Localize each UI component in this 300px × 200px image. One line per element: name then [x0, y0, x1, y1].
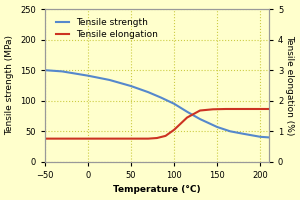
Tensile elongation: [185, 116, 189, 119]
Tensile elongation: [198, 109, 202, 112]
Tensile elongation: [64, 137, 68, 140]
Tensile elongation: [241, 108, 245, 110]
Y-axis label: Tensile strength (MPa): Tensile strength (MPa): [6, 35, 15, 135]
Line: Tensile strength: Tensile strength: [45, 70, 269, 137]
Tensile elongation: [155, 137, 159, 139]
Tensile elongation: [43, 137, 47, 140]
Tensile strength: [60, 70, 64, 73]
Tensile strength: [159, 96, 163, 99]
Tensile elongation: [259, 108, 262, 110]
Y-axis label: Tensile elongation (%): Tensile elongation (%): [285, 35, 294, 136]
Tensile elongation: [211, 108, 215, 110]
Tensile elongation: [267, 108, 271, 110]
Tensile strength: [259, 136, 262, 138]
Tensile strength: [108, 79, 111, 81]
Legend: Tensile strength, Tensile elongation: Tensile strength, Tensile elongation: [54, 17, 160, 41]
Tensile elongation: [108, 137, 111, 140]
Tensile strength: [198, 118, 202, 120]
Tensile strength: [241, 133, 245, 135]
Tensile elongation: [224, 108, 228, 110]
Tensile elongation: [146, 137, 150, 140]
X-axis label: Temperature (°C): Temperature (°C): [113, 185, 201, 194]
Tensile elongation: [164, 135, 167, 137]
Tensile strength: [129, 85, 133, 87]
Tensile strength: [86, 74, 90, 77]
Tensile strength: [228, 130, 232, 132]
Tensile strength: [267, 136, 271, 139]
Tensile strength: [43, 69, 47, 71]
Tensile strength: [185, 111, 189, 113]
Tensile elongation: [172, 129, 176, 131]
Tensile strength: [172, 103, 176, 105]
Tensile strength: [215, 126, 219, 128]
Tensile elongation: [129, 137, 133, 140]
Tensile elongation: [86, 137, 90, 140]
Line: Tensile elongation: Tensile elongation: [45, 109, 269, 139]
Tensile strength: [146, 91, 150, 93]
